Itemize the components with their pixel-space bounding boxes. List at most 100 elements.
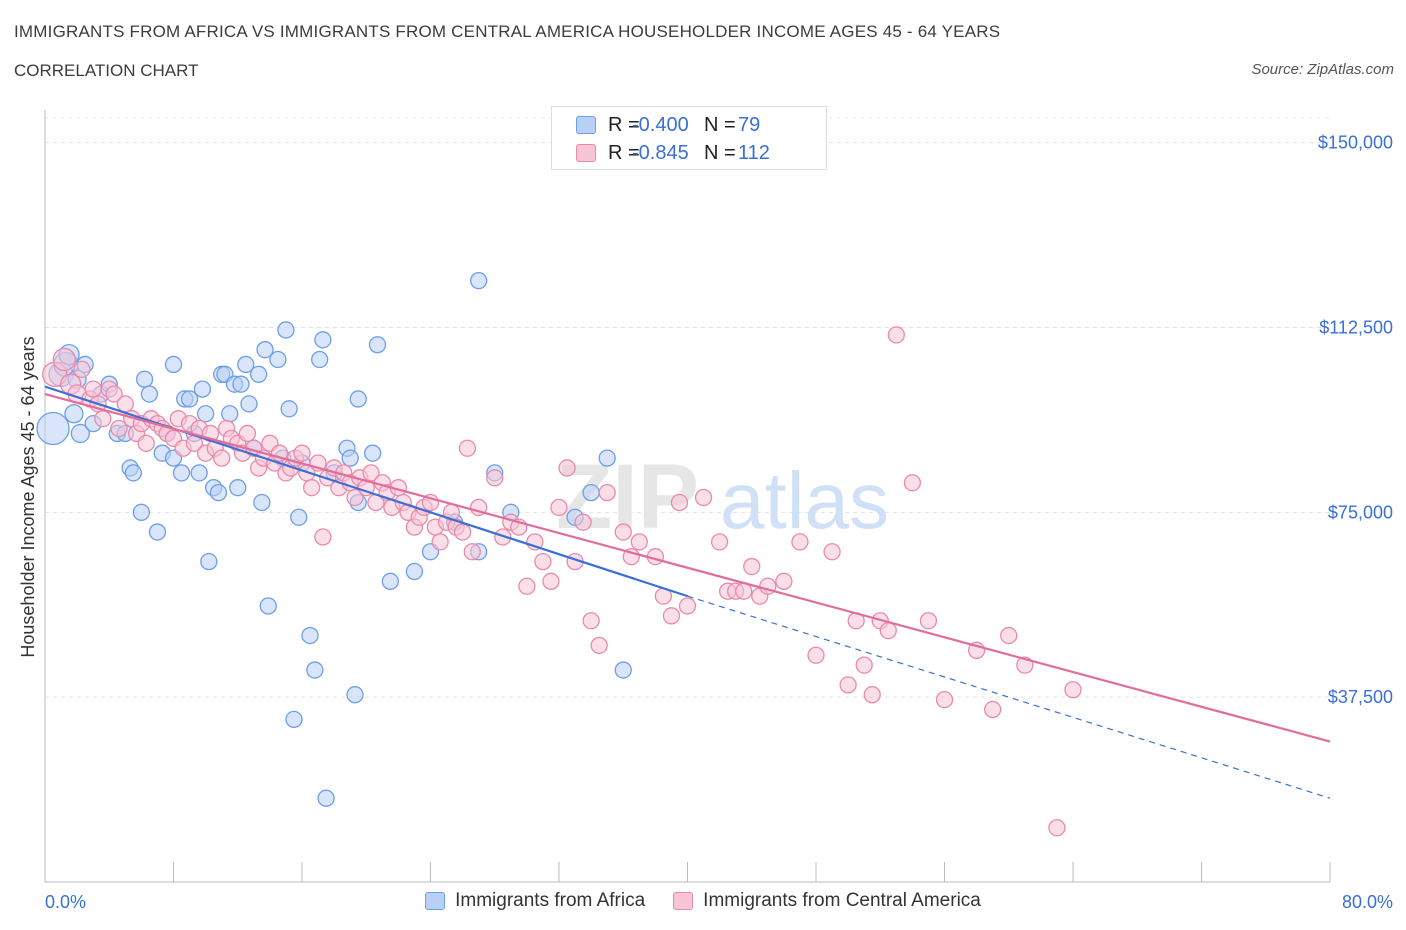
point-central-america [807,646,825,664]
point-central-america [694,488,713,507]
axes [44,110,1331,883]
point-africa [256,341,274,359]
point-africa [64,404,84,424]
tick-labels: $37,500 $75,000 $112,500 $150,000 0.0% 80.0% [45,133,1393,912]
point-central-america [984,700,1002,719]
point-central-america [534,552,552,571]
point-central-america [855,656,873,674]
point-africa [135,370,154,388]
chart-source: Source: ZipAtlas.com [1251,61,1394,78]
y-tick-label: $150,000 [1318,133,1393,153]
point-africa [132,503,151,521]
point-africa [196,405,215,423]
point-africa [164,355,183,374]
point-central-america [1064,681,1082,699]
watermark-atlas: atlas [720,456,889,545]
point-africa [148,523,167,541]
chart-title: IMMIGRANTS FROM AFRICA VS IMMIGRANTS FRO… [14,22,1001,41]
point-central-america [84,380,102,398]
point-africa [349,390,367,408]
point-africa [249,365,268,383]
point-africa [405,562,424,581]
point-central-america [1048,819,1066,837]
point-central-america [614,523,632,541]
point-africa [317,789,335,807]
point-africa [314,331,332,349]
point-africa [200,552,218,571]
point-africa [269,350,287,369]
point-central-america [238,424,257,443]
point-africa [341,449,359,467]
point-africa [614,661,632,679]
point-central-america [775,572,793,590]
legend-r-label: R = [608,141,640,164]
point-central-america [52,347,76,372]
point-central-america [94,410,112,428]
chart-subtitle: CORRELATION CHART [14,61,199,80]
point-africa [209,483,228,502]
point-central-america [293,444,311,462]
point-central-america [116,395,134,413]
point-central-america [670,493,689,512]
point-central-america [110,419,128,438]
point-central-america [542,572,560,590]
point-central-america [710,533,729,551]
point-central-america [678,597,697,615]
point-africa [381,572,399,590]
point-africa [311,350,329,369]
point-central-america [743,557,761,576]
y-axis-label: Householder Income Ages 45 - 64 years [18,336,38,657]
point-africa [364,444,382,462]
point-africa [253,493,271,512]
point-africa [301,626,319,645]
point-central-america [598,483,616,502]
point-africa [290,508,308,526]
legend-n-value-central-america: 112 [738,141,770,164]
point-africa [280,400,298,418]
point-africa [306,661,324,679]
point-africa [285,710,303,728]
point-africa [124,464,142,482]
point-central-america [935,690,954,709]
point-central-america [105,385,123,403]
x-tick-label-min: 0.0% [45,892,86,912]
point-central-america [458,439,477,457]
point-africa [229,479,247,497]
point-africa [598,449,616,467]
point-central-america [630,533,648,551]
point-central-america [346,488,364,507]
point-africa [36,411,70,446]
point-central-america [582,612,600,630]
point-central-america [903,474,922,492]
series-label-africa: Immigrants from Africa [455,890,646,911]
legend-n-label: N = [704,141,736,164]
point-central-america [887,326,905,344]
point-central-america [791,533,809,551]
point-africa [240,395,258,413]
series-africa-points [36,272,632,807]
point-africa [221,405,239,423]
trend-line-africa [44,385,688,598]
legend-n-value-africa: 79 [738,113,761,136]
series-legend-africa[interactable]: Immigrants from Africa [425,890,645,912]
legend-n-label: N = [704,113,736,136]
trend-line-central-america [44,392,1331,743]
point-central-america [486,469,504,487]
point-central-america [550,498,568,517]
point-africa [140,385,159,403]
legend-r-value-africa: -0.400 [632,113,689,136]
point-central-america [137,434,155,452]
series-legend-central-america[interactable]: Immigrants from Central America [673,890,981,912]
point-africa [259,597,277,615]
point-africa [582,483,600,502]
y-tick-label: $37,500 [1328,687,1393,707]
point-central-america [558,459,576,477]
point-central-america [73,360,91,379]
trend-line-africa-extension [687,595,1331,799]
series-legend: Immigrants from Africa Immigrants from C… [0,890,1406,912]
legend-swatch-africa [576,116,596,134]
point-central-america [302,479,321,497]
point-central-america [839,676,857,694]
point-central-america [919,612,938,630]
